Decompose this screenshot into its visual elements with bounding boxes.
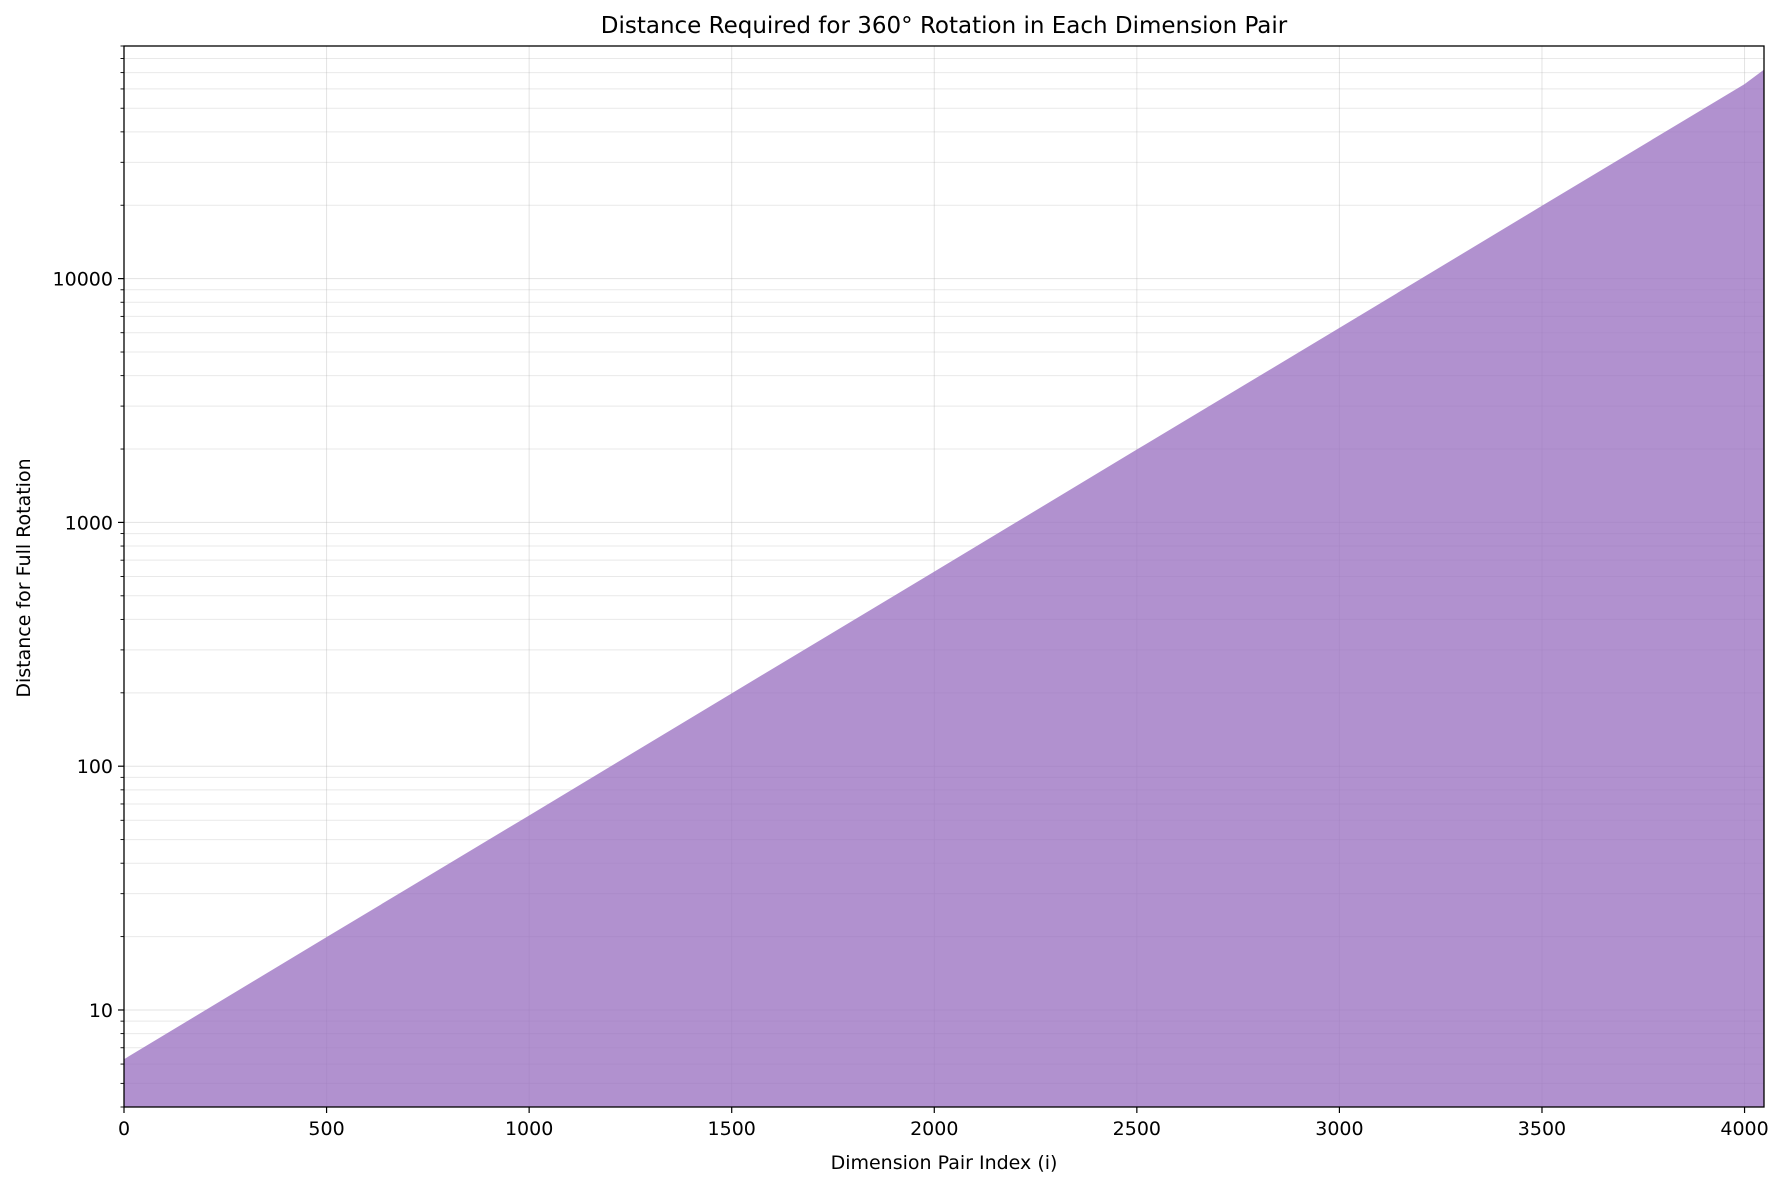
x-tick-label: 2500 xyxy=(1113,1118,1161,1140)
y-tick-label: 100 xyxy=(77,756,113,778)
x-tick-label: 1000 xyxy=(505,1118,553,1140)
x-tick-label: 2000 xyxy=(910,1118,958,1140)
y-axis-label: Distance for Full Rotation xyxy=(13,458,35,697)
x-tick-label: 1500 xyxy=(708,1118,756,1140)
area-fill xyxy=(124,69,1764,1108)
y-tick-label: 1000 xyxy=(65,512,113,534)
y-tick-label: 10000 xyxy=(53,269,113,291)
x-tick-label: 3000 xyxy=(1315,1118,1363,1140)
x-tick-label: 0 xyxy=(118,1118,130,1140)
area-series xyxy=(124,69,1764,1108)
x-tick-label: 500 xyxy=(308,1118,344,1140)
axes-ticks: 0 500 1000 1500 2000 2500 3000 3500 4000 10 100 100… xyxy=(53,45,1769,1140)
x-tick-label: 4000 xyxy=(1720,1118,1768,1140)
y-tick-label: 10 xyxy=(89,1000,113,1022)
plot-frame xyxy=(123,45,1765,1108)
x-axis-label: Dimension Pair Index (i) xyxy=(831,1152,1058,1174)
chart-title: Distance Required for 360° Rotation in E… xyxy=(601,13,1288,39)
x-tick-label: 3500 xyxy=(1518,1118,1566,1140)
